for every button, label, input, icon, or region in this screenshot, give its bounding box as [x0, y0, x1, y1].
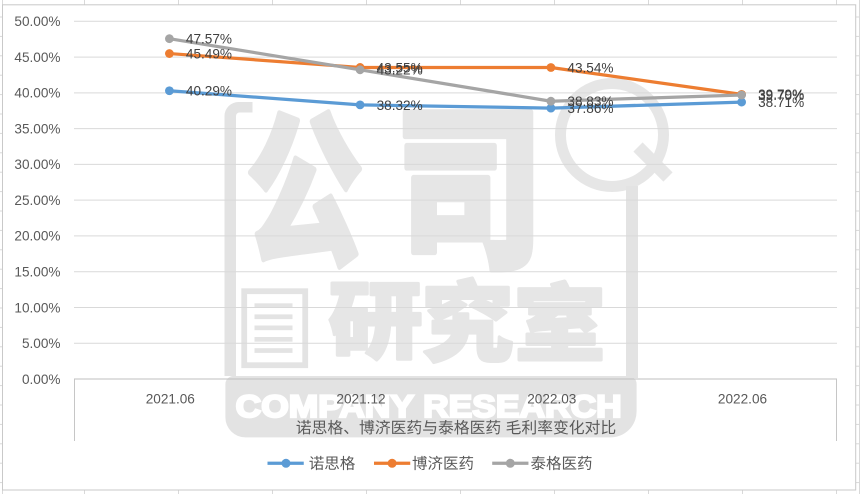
svg-text:50.00%: 50.00%	[14, 14, 60, 29]
svg-text:43.54%: 43.54%	[567, 60, 613, 75]
svg-text:2022.06: 2022.06	[718, 391, 767, 406]
svg-text:25.00%: 25.00%	[14, 193, 60, 208]
svg-text:38.71%: 38.71%	[758, 95, 804, 110]
svg-text:10.00%: 10.00%	[14, 300, 60, 315]
svg-text:COMPANY RESEARCH: COMPANY RESEARCH	[236, 388, 622, 424]
svg-text:30.00%: 30.00%	[14, 157, 60, 172]
svg-text:0.00%: 0.00%	[22, 372, 61, 387]
svg-text:35.00%: 35.00%	[14, 121, 60, 136]
svg-text:20.00%: 20.00%	[14, 229, 60, 244]
svg-text:5.00%: 5.00%	[22, 336, 61, 351]
svg-text:40.29%: 40.29%	[186, 84, 232, 99]
svg-text:45.00%: 45.00%	[14, 50, 60, 65]
svg-text:43.22%: 43.22%	[377, 63, 423, 78]
svg-text:2021.12: 2021.12	[336, 391, 385, 406]
svg-text:2021.06: 2021.06	[146, 391, 195, 406]
svg-text:40.00%: 40.00%	[14, 86, 60, 101]
svg-text:43.55%: 43.55%	[377, 60, 423, 75]
svg-text:38.83%: 38.83%	[567, 94, 613, 109]
svg-text:15.00%: 15.00%	[14, 264, 60, 279]
svg-text:38.32%: 38.32%	[377, 98, 423, 113]
svg-text:37.86%: 37.86%	[567, 101, 613, 116]
svg-text:2022.03: 2022.03	[527, 391, 576, 406]
svg-text:45.49%: 45.49%	[186, 47, 232, 62]
svg-text:39.79%: 39.79%	[758, 87, 804, 102]
svg-text:47.57%: 47.57%	[186, 32, 232, 47]
svg-text:39.70%: 39.70%	[758, 88, 804, 103]
